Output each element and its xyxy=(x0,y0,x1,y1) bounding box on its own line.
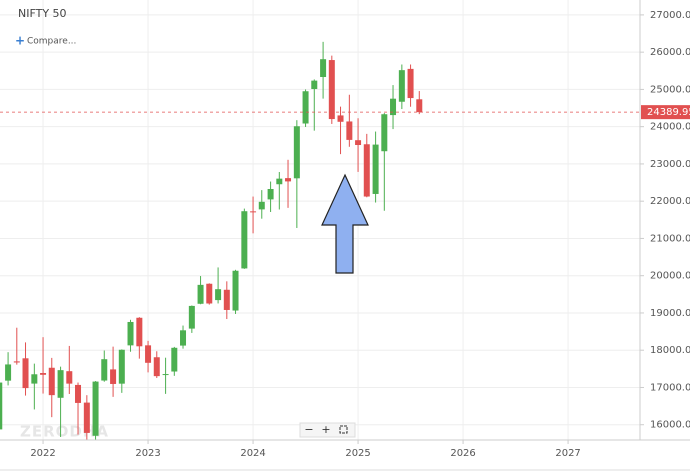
last-price-label: 24389.95 xyxy=(647,107,690,118)
y-tick-label: 18000.00 xyxy=(650,345,690,356)
y-tick-label: 27000.00 xyxy=(650,10,690,21)
candle-body xyxy=(171,347,178,372)
plus-icon: + xyxy=(15,34,25,48)
candle-body xyxy=(13,361,20,363)
candle-body xyxy=(0,382,3,430)
candle-body xyxy=(162,374,169,376)
x-tick-label: 2027 xyxy=(555,448,580,459)
y-tick-label: 20000.00 xyxy=(650,271,690,282)
candle-body xyxy=(232,270,239,311)
candle-body xyxy=(267,189,274,200)
candle-body xyxy=(223,289,230,310)
candle-body xyxy=(416,99,423,113)
zoom-controls: − + xyxy=(299,422,356,438)
candle-body xyxy=(372,144,379,194)
candle-body xyxy=(206,283,213,304)
zoom-in[interactable]: + xyxy=(321,423,330,436)
candle-body xyxy=(48,367,55,396)
candle-body xyxy=(250,211,257,213)
candle-body xyxy=(337,115,344,122)
fullscreen[interactable] xyxy=(339,425,348,434)
arrow-annotation xyxy=(321,173,369,274)
candle-body xyxy=(285,178,292,182)
candle-body xyxy=(118,349,125,384)
candle-body xyxy=(110,369,117,384)
candle-body xyxy=(355,140,362,146)
candle-body xyxy=(258,201,265,210)
chart-title: NIFTY 50 xyxy=(18,7,67,20)
y-tick-label: 21000.00 xyxy=(650,233,690,244)
x-tick-label: 2025 xyxy=(345,448,370,459)
candle-body xyxy=(390,98,397,116)
y-tick-label: 22000.00 xyxy=(650,196,690,207)
candle-body xyxy=(136,317,143,347)
candle-body xyxy=(31,374,38,384)
zoom-out[interactable]: − xyxy=(304,423,313,436)
candle-body xyxy=(276,178,283,185)
candle-body xyxy=(311,80,318,90)
candle-body xyxy=(241,211,248,269)
candle-body xyxy=(293,126,300,179)
y-tick-label: 23000.00 xyxy=(650,159,690,170)
y-tick-label: 26000.00 xyxy=(650,47,690,58)
y-tick-label: 16000.00 xyxy=(650,420,690,431)
compare-label: Compare... xyxy=(27,37,76,47)
candle-body xyxy=(22,358,29,389)
candle-body xyxy=(66,371,73,384)
candles xyxy=(0,41,423,440)
y-tick-label: 24000.00 xyxy=(650,122,690,133)
candle-body xyxy=(127,321,134,346)
candle-body xyxy=(398,70,405,102)
candle-body xyxy=(180,330,187,346)
candle-body xyxy=(197,284,204,304)
candle-body xyxy=(101,359,108,381)
x-tick-label: 2026 xyxy=(450,448,475,459)
candle-body xyxy=(320,59,327,78)
candle-body xyxy=(5,364,12,381)
x-tick-label: 2023 xyxy=(135,448,160,459)
candle-body xyxy=(215,289,222,301)
candle-body xyxy=(346,121,353,140)
candle-body xyxy=(188,305,195,329)
candle-body xyxy=(407,68,414,99)
x-tick-label: 2024 xyxy=(240,448,265,459)
candle-body xyxy=(75,384,82,403)
candle-body xyxy=(328,60,335,120)
candle-body xyxy=(57,370,64,398)
candle-body xyxy=(363,144,370,197)
y-tick-label: 19000.00 xyxy=(650,308,690,319)
candle-body xyxy=(40,373,47,375)
y-tick-label: 17000.00 xyxy=(650,382,690,393)
candle-body xyxy=(83,402,90,433)
candle-body xyxy=(302,91,309,124)
x-tick-label: 2022 xyxy=(30,448,55,459)
y-tick-label: 25000.00 xyxy=(650,84,690,95)
candle-body xyxy=(381,114,388,152)
compare-button[interactable]: + Compare... xyxy=(15,34,76,48)
last-price-box xyxy=(641,105,690,120)
candle-body xyxy=(145,345,152,363)
candle-body xyxy=(92,381,99,436)
candle-body xyxy=(153,357,160,377)
